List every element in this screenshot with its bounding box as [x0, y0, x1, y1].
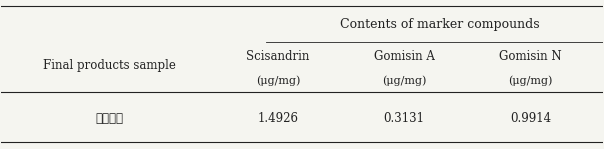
Text: (μg/mg): (μg/mg) [382, 75, 426, 86]
Text: 0.3131: 0.3131 [384, 112, 425, 125]
Text: (μg/mg): (μg/mg) [509, 75, 553, 86]
Text: 오구오구: 오구오구 [95, 112, 124, 125]
Text: Contents of marker compounds: Contents of marker compounds [341, 18, 540, 31]
Text: Final products sample: Final products sample [43, 59, 176, 72]
Text: 0.9914: 0.9914 [510, 112, 551, 125]
Text: Gomisin A: Gomisin A [374, 51, 435, 63]
Text: Scisandrin: Scisandrin [246, 51, 310, 63]
Text: 1.4926: 1.4926 [257, 112, 298, 125]
Text: Gomisin N: Gomisin N [499, 51, 562, 63]
Text: (μg/mg): (μg/mg) [255, 75, 300, 86]
